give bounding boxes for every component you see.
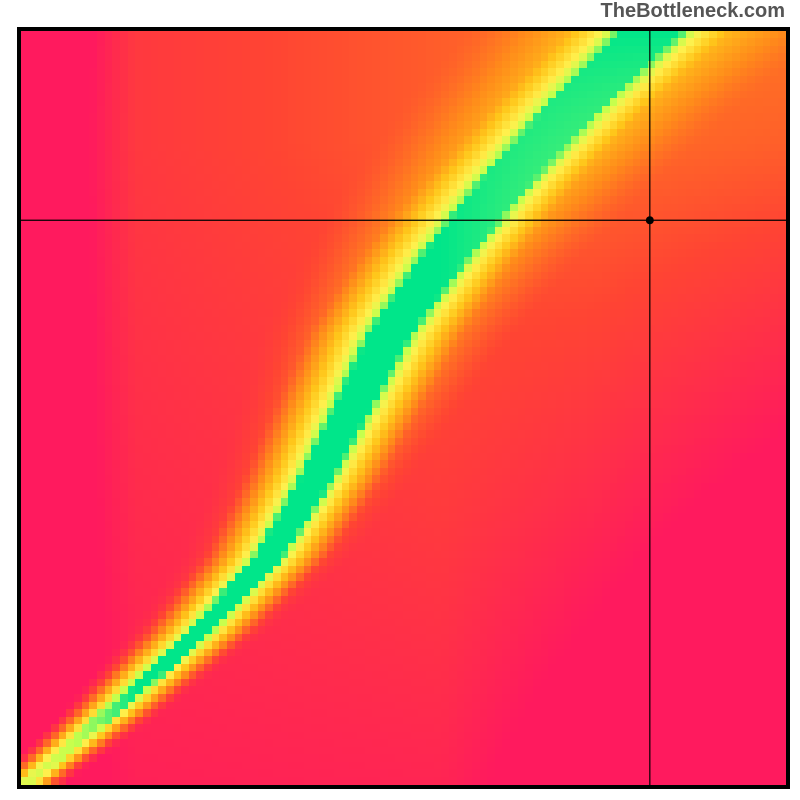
watermark-text: TheBottleneck.com: [601, 0, 785, 23]
chart-frame: [17, 27, 790, 789]
chart-container: TheBottleneck.com: [0, 0, 800, 800]
heatmap-canvas: [21, 31, 786, 785]
